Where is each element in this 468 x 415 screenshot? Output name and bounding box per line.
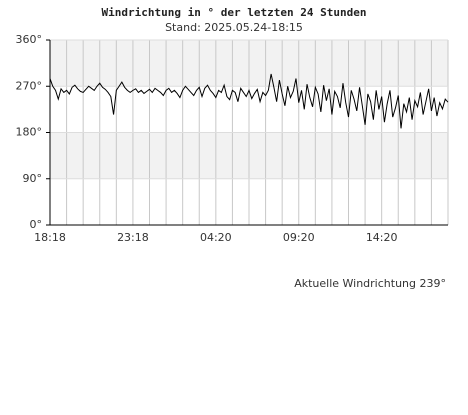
chart-title: Windrichtung in ° der letzten 24 Stunden xyxy=(102,6,367,19)
x-tick-label: 14:20 xyxy=(366,231,398,244)
y-tick-label: 90° xyxy=(23,172,43,185)
y-tick-label: 270° xyxy=(16,79,43,92)
data-line xyxy=(49,73,449,129)
y-tick-label: 180° xyxy=(16,126,43,139)
x-tick-label: 09:20 xyxy=(283,231,315,244)
x-tick-label: 18:18 xyxy=(34,231,66,244)
y-tick-label: 360° xyxy=(16,33,43,46)
chart-subtitle: Stand: 2025.05.24-18:15 xyxy=(165,21,303,34)
x-tick-label: 23:18 xyxy=(117,231,149,244)
x-tick-label: 04:20 xyxy=(200,231,232,244)
y-tick-label: 0° xyxy=(30,218,43,231)
annotation: Aktuelle Windrichtung 239° xyxy=(294,277,446,290)
